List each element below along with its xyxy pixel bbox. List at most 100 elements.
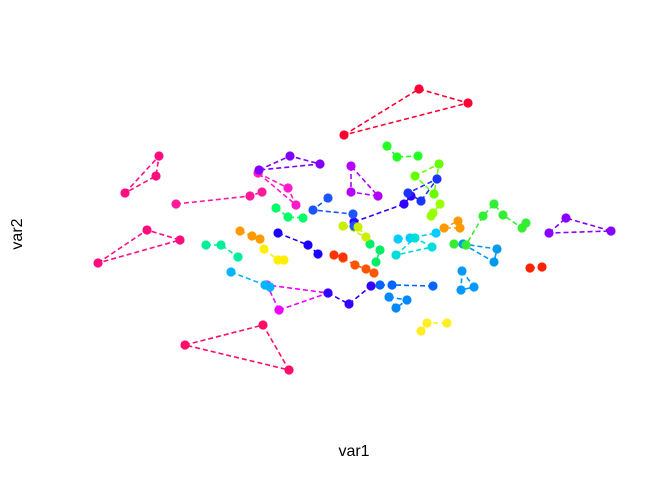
data-point-6-0 <box>274 305 284 315</box>
data-point-20-0 <box>393 234 403 244</box>
data-point-28-1 <box>435 199 445 209</box>
data-point-30-2 <box>279 255 289 265</box>
data-point-10-0 <box>323 288 333 298</box>
data-point-26-1 <box>461 240 471 250</box>
data-point-15-2 <box>428 281 438 291</box>
data-point-32-1 <box>247 231 257 241</box>
data-point-3-0 <box>180 340 190 350</box>
data-point-36-0 <box>525 263 535 273</box>
data-point-12-0 <box>273 228 283 238</box>
data-point-2-1 <box>142 225 152 235</box>
data-point-25-1 <box>392 152 402 162</box>
data-point-5-1 <box>283 183 293 193</box>
data-point-7-0 <box>346 161 356 171</box>
data-point-23-2 <box>371 257 381 267</box>
data-point-18-2 <box>492 244 502 254</box>
data-point-26-3 <box>489 199 499 209</box>
series-line-7 <box>350 163 381 198</box>
data-point-17-2 <box>456 285 466 295</box>
data-point-27-2 <box>429 189 439 199</box>
series-line-0 <box>343 88 472 136</box>
data-point-3-1 <box>258 320 268 330</box>
data-point-16-1 <box>391 303 401 313</box>
data-point-14-1 <box>308 205 318 215</box>
series-line-26 <box>453 202 527 246</box>
data-point-11-1 <box>399 199 409 209</box>
data-point-31-0 <box>416 326 426 336</box>
data-point-14-0 <box>323 193 333 203</box>
data-point-26-4 <box>498 210 508 220</box>
data-point-34-1 <box>350 260 360 270</box>
data-point-8-2 <box>315 159 325 169</box>
data-point-10-2 <box>366 281 376 291</box>
data-point-5-2 <box>291 200 301 210</box>
data-point-22-1 <box>216 240 226 250</box>
data-point-10-1 <box>344 299 354 309</box>
data-point-0-1 <box>414 84 424 94</box>
data-point-1-1 <box>154 151 164 161</box>
series-line-21 <box>393 237 435 257</box>
series-line-29 <box>342 225 367 238</box>
data-point-1-0 <box>120 188 130 198</box>
data-point-31-1 <box>422 318 432 328</box>
data-point-15-0 <box>375 280 385 290</box>
data-point-4-1 <box>245 191 255 201</box>
data-point-0-0 <box>339 130 349 140</box>
data-point-9-2 <box>606 226 616 236</box>
data-point-17-0 <box>457 266 467 276</box>
series-line-13 <box>406 178 438 203</box>
data-points <box>93 84 616 375</box>
data-point-1-2 <box>151 171 161 181</box>
data-point-13-1 <box>416 196 426 206</box>
data-point-32-0 <box>235 226 245 236</box>
series-line-10 <box>327 285 372 305</box>
y-axis-label: var2 <box>9 218 26 249</box>
series-line-25 <box>386 145 419 158</box>
data-point-32-2 <box>255 234 265 244</box>
data-point-7-1 <box>346 187 356 197</box>
data-point-29-0 <box>338 221 348 231</box>
data-point-0-2 <box>463 98 473 108</box>
series-line-14 <box>310 197 355 227</box>
data-point-7-2 <box>373 191 383 201</box>
data-point-35-1 <box>338 252 348 262</box>
data-point-19-2 <box>265 282 275 292</box>
data-point-3-2 <box>284 365 294 375</box>
data-point-26-6 <box>521 218 531 228</box>
data-point-8-0 <box>254 165 264 175</box>
data-point-12-1 <box>303 240 313 250</box>
data-point-28-2 <box>428 208 438 218</box>
data-point-21-2 <box>427 242 437 252</box>
data-point-4-2 <box>257 187 267 197</box>
data-point-12-2 <box>313 249 323 259</box>
data-point-8-1 <box>285 151 295 161</box>
data-point-33-0 <box>439 223 449 233</box>
series-line-9 <box>546 217 612 234</box>
data-point-34-2 <box>361 264 371 274</box>
series-line-18 <box>462 243 498 264</box>
data-point-15-1 <box>387 280 397 290</box>
data-point-20-2 <box>431 228 441 238</box>
series-line-2 <box>97 229 183 264</box>
series-line-6 <box>265 284 329 311</box>
data-point-24-0 <box>271 203 281 213</box>
series-line-3 <box>184 324 291 372</box>
data-point-27-1 <box>434 159 444 169</box>
data-point-16-2 <box>402 295 412 305</box>
data-point-27-0 <box>410 171 420 181</box>
data-point-23-1 <box>375 245 385 255</box>
data-point-25-0 <box>382 141 392 151</box>
data-point-29-2 <box>353 222 363 232</box>
data-point-24-1 <box>283 212 293 222</box>
series-line-8 <box>258 155 321 171</box>
data-point-9-0 <box>544 228 554 238</box>
data-point-19-0 <box>226 267 236 277</box>
data-point-16-0 <box>384 292 394 302</box>
series-line-22 <box>206 244 239 258</box>
data-point-26-0 <box>449 239 459 249</box>
data-point-21-0 <box>391 250 401 260</box>
data-point-24-2 <box>298 213 308 223</box>
data-point-23-0 <box>365 239 375 249</box>
data-point-13-2 <box>432 174 442 184</box>
